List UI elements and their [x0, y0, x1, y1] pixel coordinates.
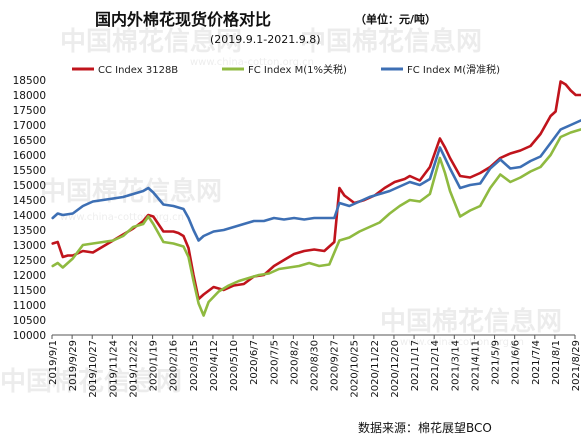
x-tick-label: 2021/7/4	[531, 340, 542, 385]
x-tick-label: 2020/2/16	[169, 340, 180, 391]
x-tick-label: 2021/5/9	[491, 340, 502, 385]
x-tick-label: 2020/7/5	[269, 340, 280, 385]
y-tick-label: 12500	[13, 255, 46, 267]
y-tick-label: 15000	[13, 180, 46, 192]
chart-subtitle: (2019.9.1-2021.9.8)	[210, 33, 321, 46]
series-layer	[51, 80, 581, 317]
x-tick-label: 2021/4/11	[470, 340, 481, 391]
y-tick-label: 15500	[13, 165, 46, 177]
y-tick-label: 16000	[13, 150, 46, 162]
watermark-text: 中国棉花信息网	[380, 306, 562, 337]
legend-label: FC Index M(滑准税)	[407, 63, 500, 76]
x-tick-label: 2021/8/1	[551, 340, 562, 385]
x-tick-label: 2020/1/19	[149, 340, 160, 391]
x-tick-label: 2020/3/15	[189, 340, 200, 391]
series-line-3	[51, 119, 581, 242]
x-tick-label: 2019/11/24	[108, 340, 119, 398]
x-tick-label: 2019/10/27	[88, 340, 99, 398]
y-tick-label: 18000	[13, 90, 46, 102]
watermark-text: 中国棉花信息网	[0, 366, 182, 397]
y-tick-label: 11500	[13, 285, 46, 297]
watermark-text: 中国棉花信息网	[60, 26, 242, 57]
x-tick-label: 2020/6/7	[249, 340, 260, 385]
legend-label: CC Index 3128B	[98, 65, 178, 76]
watermark-url: www.china-cotton.org.cn	[190, 57, 314, 68]
series-line-2	[51, 128, 581, 317]
x-tick-label: 2021/3/14	[450, 340, 461, 391]
y-axis: 18500 18000 17500 17000 16500 16000 15500 15000…	[13, 75, 46, 342]
x-tick-label: 2020/11/22	[370, 340, 381, 398]
x-tick-label: 2019/9/1	[48, 340, 59, 385]
y-tick-label: 13000	[13, 240, 46, 252]
x-tick-label: 2019/9/29	[68, 340, 79, 391]
watermark-url: www.china-cotton.org.cn	[400, 337, 524, 348]
y-tick-label: 14000	[13, 210, 46, 222]
x-tick-label: 2021/1/17	[410, 340, 421, 391]
y-tick-label: 17000	[13, 120, 46, 132]
chart-unit: （单位：元/吨）	[355, 12, 436, 26]
data-source: 数据来源：棉花展望BCO	[358, 420, 492, 435]
y-tick-label: 11000	[13, 300, 46, 312]
y-tick-label: 17500	[13, 105, 46, 117]
watermark-url: www.china-cotton.org.cn	[60, 212, 184, 223]
x-tick-label: 2021/8/29	[571, 340, 581, 391]
x-tick-label: 2020/9/27	[330, 340, 341, 391]
legend-label: FC Index M(1%关税)	[248, 63, 347, 76]
watermark-text: 中国棉花信息网	[300, 26, 482, 57]
x-tick-label: 2021/6/6	[511, 340, 522, 385]
x-axis: 2019/9/1 2019/9/29 2019/10/27 2019/11/24 201…	[48, 334, 581, 398]
x-tick-label: 2019/12/22	[128, 340, 139, 398]
y-tick-label: 16500	[13, 135, 46, 147]
series-line-1	[51, 80, 581, 301]
y-tick-label: 10500	[13, 315, 46, 327]
y-tick-label: 14500	[13, 195, 46, 207]
x-tick-label: 2020/5/10	[229, 340, 240, 391]
watermark-layer: 中国棉花信息网 www.china-cotton.org.cn 中国棉花信息网 …	[0, 26, 562, 397]
chart-title: 国内外棉花现货价格对比	[95, 10, 271, 29]
y-tick-label: 12000	[13, 270, 46, 282]
x-tick-label: 2020/8/2	[289, 340, 300, 385]
x-tick-label: 2021/2/14	[430, 340, 441, 391]
x-tick-label: 2020/8/30	[310, 340, 321, 391]
x-tick-label: 2020/10/25	[350, 340, 361, 398]
y-tick-label: 10000	[13, 330, 46, 342]
watermark-text: 中国棉花信息网	[40, 176, 222, 207]
y-tick-label: 13500	[13, 225, 46, 237]
legend: CC Index 3128B FC Index M(1%关税) FC Index M…	[72, 63, 500, 76]
x-tick-label: 2020/12/20	[390, 340, 401, 398]
y-tick-label: 18500	[13, 75, 46, 87]
x-tick-label: 2020/4/12	[209, 340, 220, 391]
